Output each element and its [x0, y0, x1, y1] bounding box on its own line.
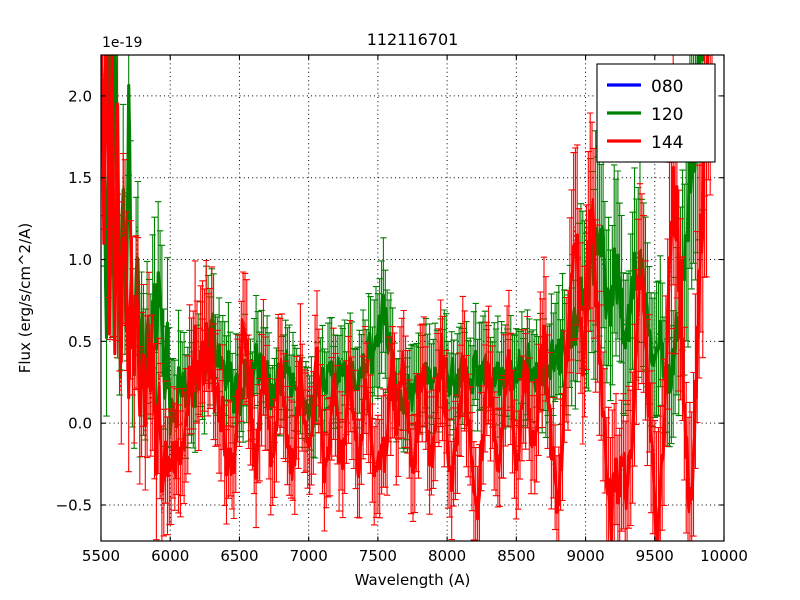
legend[interactable]: 080 120 144	[596, 63, 716, 163]
x-axis-label: Wavelength (A)	[355, 571, 471, 589]
data-layer	[98, 0, 716, 600]
axis-ticks: 5500 6000 6500 7000 7500 8000 8500 9000 9500 1000…	[56, 55, 748, 565]
x-tick-label: 5500	[82, 547, 120, 565]
x-tick-label: 9000	[566, 547, 604, 565]
x-tick-label: 7000	[290, 547, 328, 565]
y-axis-offset-label: 1e-19	[102, 35, 142, 51]
y-tick-label: −0.5	[56, 497, 92, 515]
page-title: 112116701	[367, 30, 459, 49]
legend-label-080: 080	[651, 77, 683, 97]
y-tick-label: 2.0	[68, 87, 92, 105]
legend-entry-144[interactable]: 144	[607, 133, 683, 153]
x-tick-label: 6000	[151, 547, 189, 565]
x-tick-label: 7500	[359, 547, 397, 565]
spectrum-line-144[interactable]	[101, 0, 712, 551]
y-tick-label: 0.5	[68, 333, 92, 351]
x-tick-label: 6500	[220, 547, 258, 565]
legend-entry-120[interactable]: 120	[607, 105, 683, 125]
y-axis-label: Flux (erg/s/cm^2/A)	[16, 223, 34, 374]
legend-entry-080[interactable]: 080	[607, 77, 683, 97]
y-tick-label: 0.0	[68, 415, 92, 433]
legend-label-144: 144	[651, 133, 683, 153]
series-144[interactable]	[98, 0, 716, 600]
plot-frame	[100, 54, 725, 542]
x-tick-label: 9500	[636, 547, 674, 565]
legend-label-120: 120	[651, 105, 683, 125]
x-tick-label: 8500	[497, 547, 535, 565]
x-tick-label: 8000	[428, 547, 466, 565]
x-tick-label: 10000	[700, 547, 748, 565]
y-tick-label: 1.0	[68, 251, 92, 269]
y-tick-label: 1.5	[68, 169, 92, 187]
